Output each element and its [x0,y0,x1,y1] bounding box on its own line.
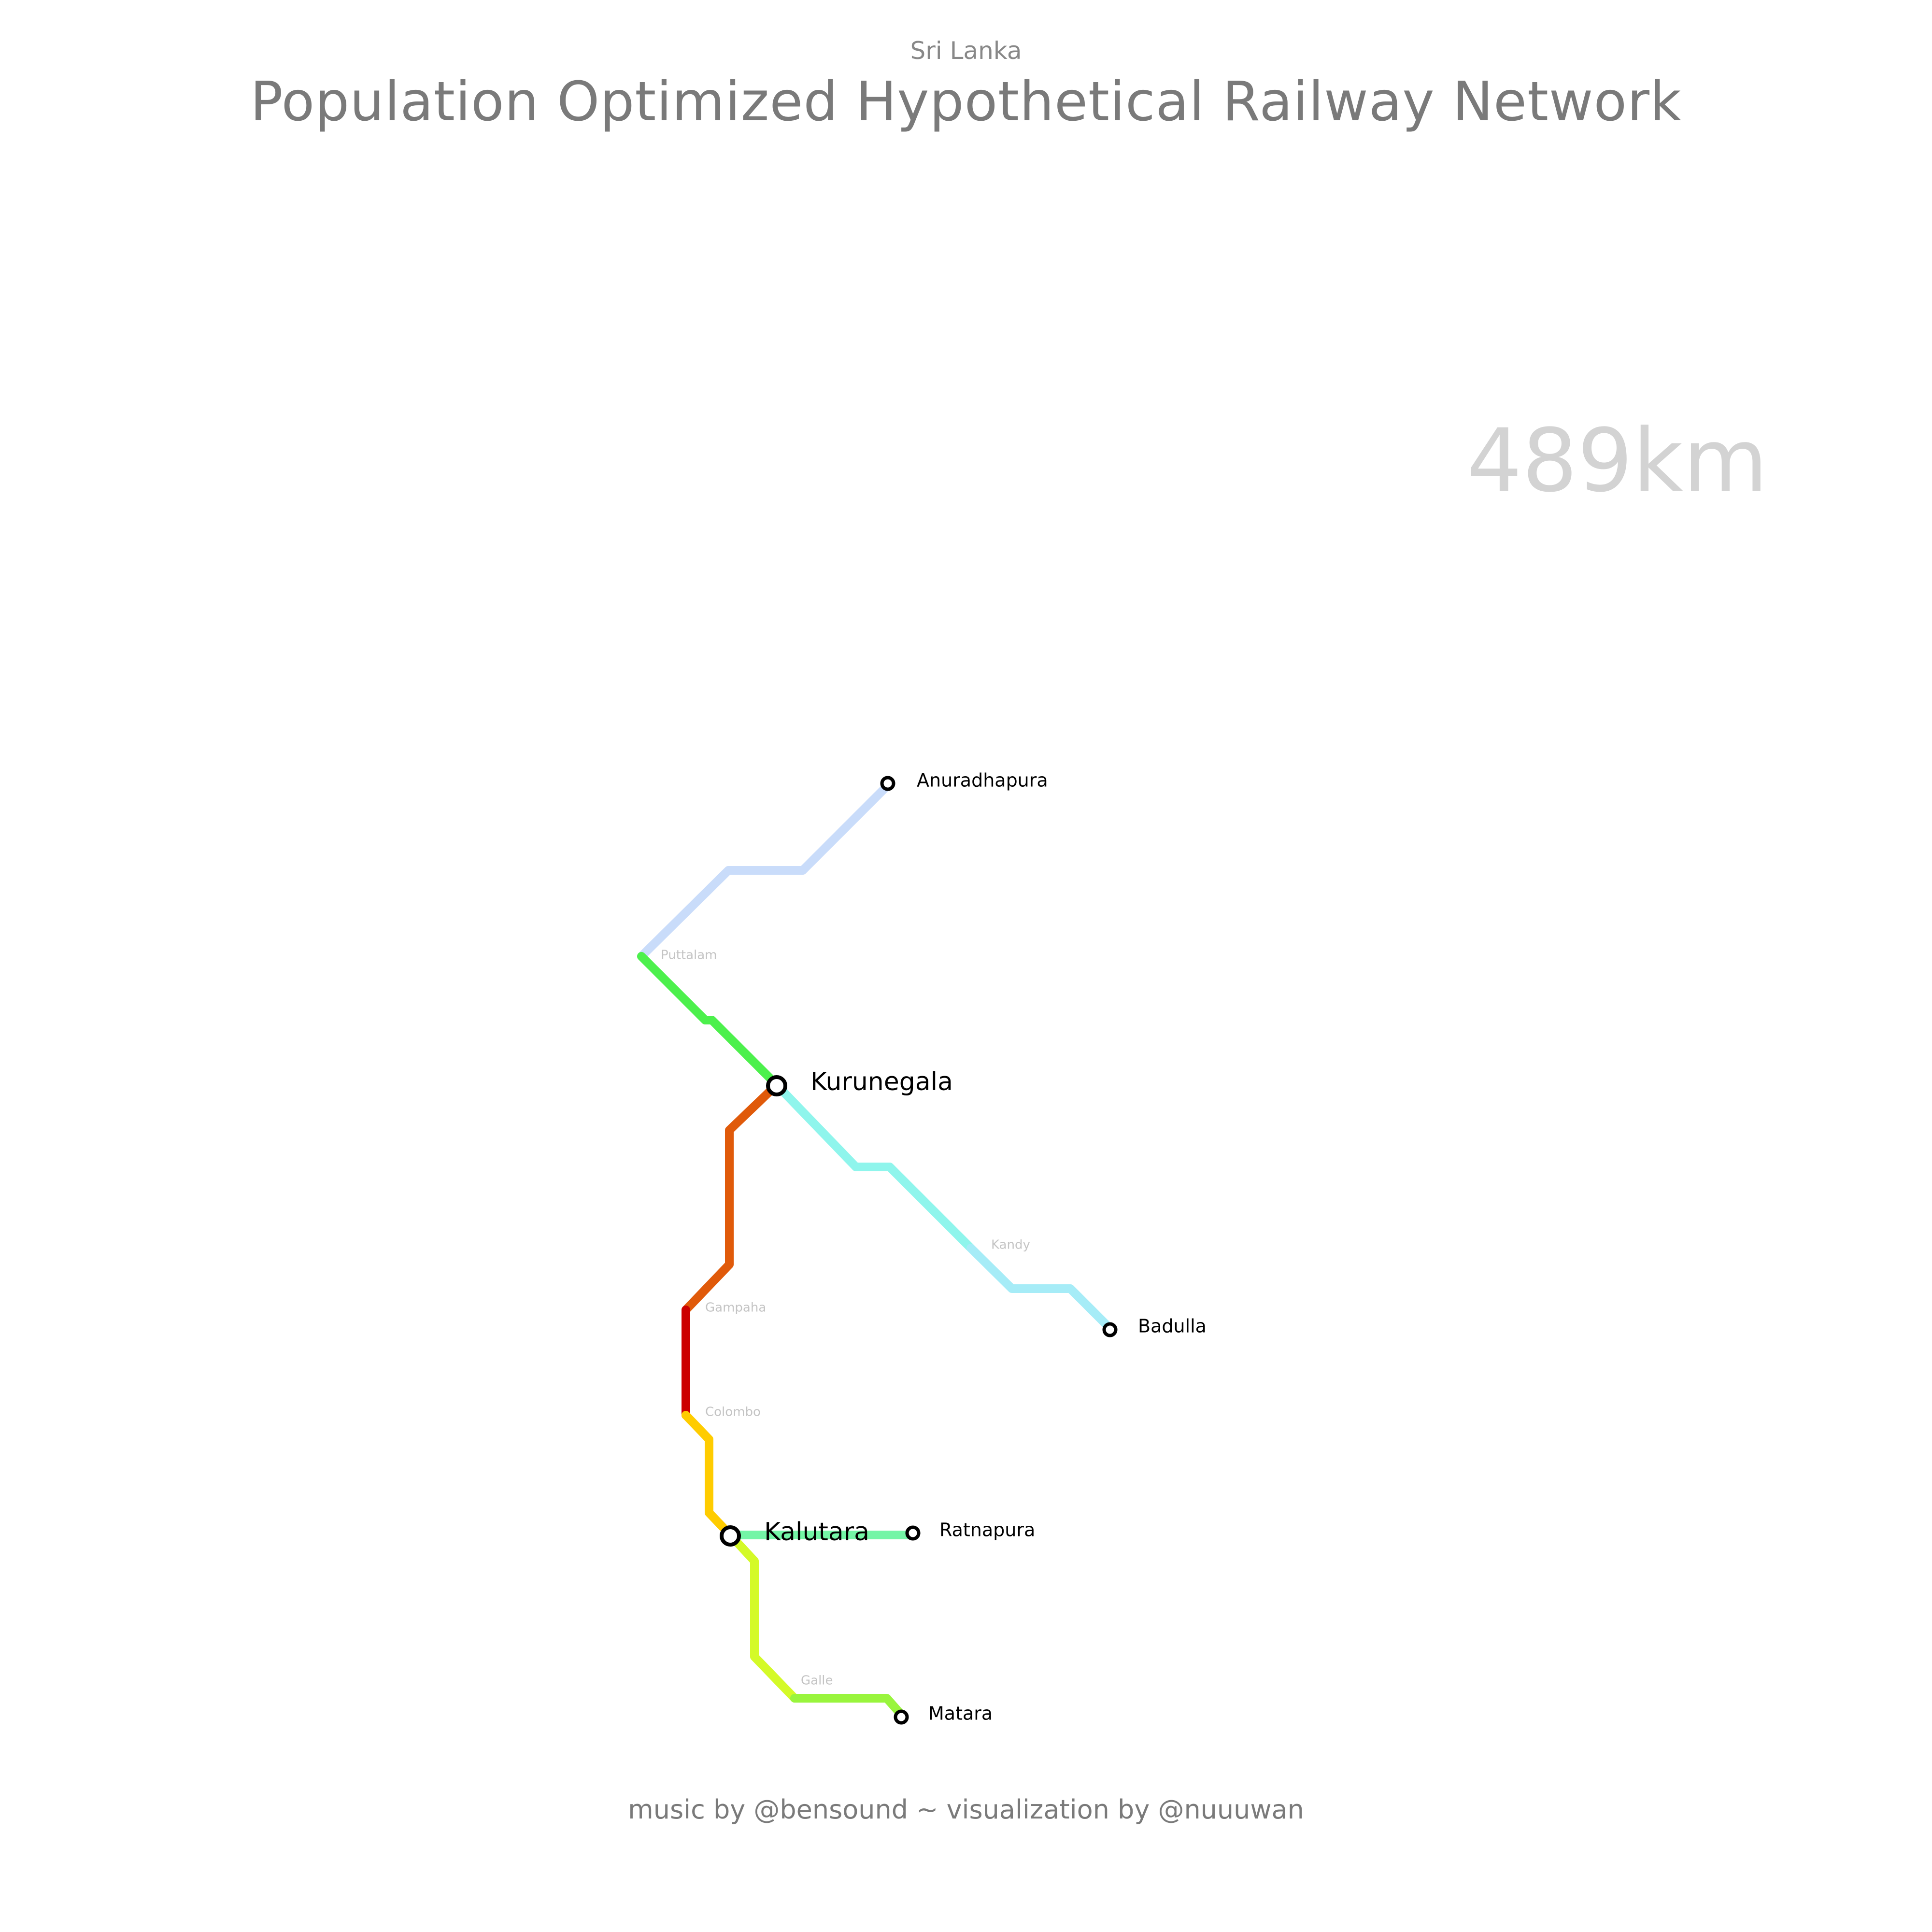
station-badulla: Badulla [1102,1316,1207,1337]
station-label-kandy: Kandy [991,1238,1030,1252]
station-marker-ratnapura [905,1525,921,1541]
station-kalutara: Kalutara [720,1518,869,1547]
network-length: 489km [1466,411,1768,511]
station-ratnapura: Ratnapura [905,1520,1035,1541]
station-galle: Galle [801,1674,833,1688]
station-marker-anuradhapura [880,776,895,791]
credit-footer: music by @bensound ~ visualization by @n… [628,1794,1304,1825]
rail-line-kurunegala-kandy [772,1080,975,1252]
station-marker-kurunegala [766,1075,787,1096]
station-label-gampaha: Gampaha [705,1301,766,1315]
station-label-puttalam: Puttalam [661,948,717,963]
rail-line-kurunegala-gampaha [682,1080,781,1314]
station-label-matara: Matara [928,1703,993,1724]
station-label-anuradhapura: Anuradhapura [917,770,1048,791]
station-puttalam: Puttalam [661,948,717,963]
rail-line-kandy-badulla [966,1244,1114,1333]
map-subtitle: Sri Lanka [910,37,1022,65]
station-colombo: Colombo [705,1405,761,1420]
rail-line-puttalam-anuradhapura [637,781,892,961]
railway-stations: Anuradhapura Puttalam Kurunegala Kandy Badul… [661,770,1207,1725]
station-marker-kalutara [720,1525,741,1547]
station-label-colombo: Colombo [705,1405,761,1420]
rail-line-kalutara-galle [726,1531,799,1703]
rail-line-colombo-kalutara [682,1411,735,1539]
railway-lines [637,781,1114,1719]
map-title: Population Optimized Hypothetical Railwa… [250,71,1682,133]
station-kurunegala: Kurunegala [766,1067,953,1096]
station-marker-badulla [1102,1322,1118,1337]
station-marker-matara [894,1709,909,1725]
station-label-galle: Galle [801,1674,833,1688]
station-label-ratnapura: Ratnapura [939,1520,1035,1541]
station-gampaha: Gampaha [705,1301,766,1315]
rail-line-puttalam-kurunegala [637,952,781,1089]
station-anuradhapura: Anuradhapura [880,770,1048,791]
rail-line-galle-matara [790,1694,906,1719]
station-label-kalutara: Kalutara [764,1518,869,1547]
station-label-kurunegala: Kurunegala [810,1067,953,1096]
station-label-badulla: Badulla [1138,1316,1207,1337]
station-kandy: Kandy [991,1238,1030,1252]
station-matara: Matara [894,1703,993,1725]
